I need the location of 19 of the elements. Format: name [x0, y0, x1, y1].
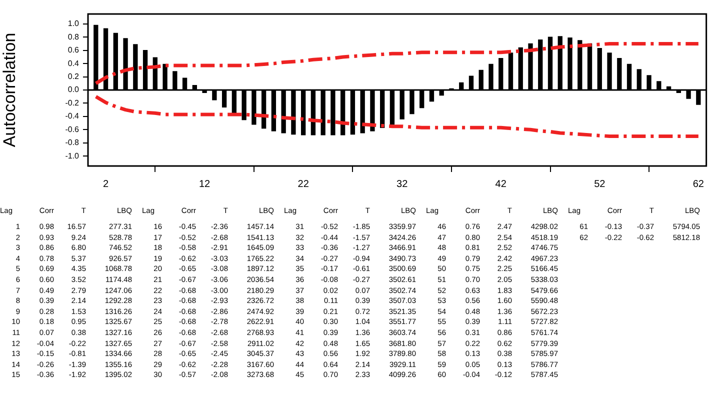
y-axis-title: Autocorrelation — [0, 32, 19, 148]
x-tick-label: 2 — [103, 178, 109, 190]
y-tick-label: 0.8 — [68, 32, 80, 42]
y-tick-label: 0.0 — [68, 85, 80, 94]
y-tick-label: 0.6 — [68, 46, 80, 55]
y-tick-label: -0.6 — [65, 124, 80, 134]
x-tick-label: 12 — [198, 178, 211, 190]
x-tick-label: 32 — [396, 178, 408, 190]
y-tick-label: -0.4 — [65, 112, 80, 121]
x-tick-label: 52 — [594, 178, 606, 190]
y-tick-label: -1.0 — [65, 151, 80, 160]
y-tick-label: 0.4 — [68, 58, 80, 68]
x-tick-label: 62 — [692, 178, 704, 190]
y-tick-label: 0.2 — [68, 72, 80, 81]
y-tick-label: -0.8 — [65, 138, 80, 148]
x-tick-label: 22 — [298, 178, 310, 190]
x-tick-label: 42 — [495, 178, 507, 190]
y-tick-label: -0.2 — [65, 98, 80, 108]
y-tick-label: 1.0 — [68, 19, 80, 28]
